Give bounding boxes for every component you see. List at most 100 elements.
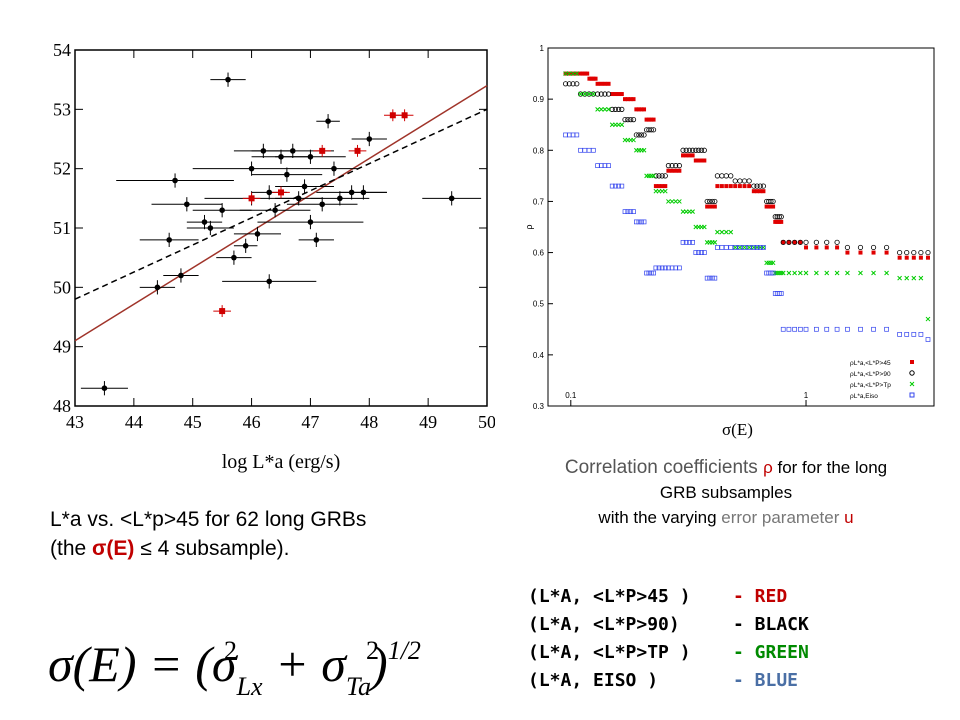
- x-tick-label: 48: [360, 412, 378, 432]
- data-point: [166, 237, 172, 243]
- data-point: [172, 177, 178, 184]
- data-point: [360, 189, 367, 196]
- data-point: [586, 91, 592, 97]
- data-point: [248, 195, 255, 202]
- x-tick-label: 50: [478, 412, 495, 432]
- data-point: [669, 199, 675, 204]
- data-point: [591, 76, 596, 81]
- y-tick-label: 0.7: [533, 197, 545, 206]
- data-point: [649, 117, 654, 122]
- right-caption-line3-pre: with the varying: [598, 508, 722, 527]
- data-point: [904, 332, 910, 337]
- data-point: [772, 214, 778, 220]
- data-point: [580, 71, 585, 76]
- data-point: [587, 76, 592, 81]
- data-point: [593, 76, 598, 81]
- data-point: [904, 249, 910, 256]
- data-point: [701, 147, 707, 153]
- data-point: [225, 76, 231, 83]
- y-tick-label: 0.5: [533, 300, 545, 309]
- data-point: [278, 189, 284, 196]
- data-point: [578, 71, 583, 76]
- data-point: [307, 219, 314, 225]
- series-color-legend: (L*A, <L*P>45 ) - RED (L*A, <L*P>90) - BLA…: [528, 583, 809, 695]
- data-point: [666, 199, 671, 204]
- data-point: [659, 173, 665, 179]
- data-point: [616, 183, 621, 189]
- data-point: [606, 163, 611, 168]
- left-caption-line1: L*a vs. <L*p>45 for 62 long GRBs: [50, 508, 367, 531]
- data-point: [755, 189, 760, 194]
- data-point: [612, 106, 619, 112]
- data-point: [354, 147, 361, 154]
- data-point: [641, 132, 647, 138]
- legend-row-label: (L*A, <L*P>90): [528, 614, 680, 635]
- data-point: [337, 195, 343, 202]
- legend-row-color: - GREEN: [733, 642, 809, 663]
- data-point: [651, 173, 656, 179]
- data-point: [709, 198, 715, 205]
- x-tick-label: 49: [419, 412, 437, 432]
- data-point: [681, 153, 686, 158]
- data-point: [563, 71, 568, 76]
- legend-row-color: - BLACK: [733, 614, 809, 635]
- data-point: [709, 275, 715, 281]
- data-point: [619, 92, 624, 97]
- data-point: [656, 265, 662, 271]
- data-point: [313, 237, 320, 243]
- data-point: [698, 147, 705, 153]
- legend-entry-label: ρL*a,<L*P>45: [850, 360, 891, 367]
- dashed-fit-line: [74, 108, 488, 300]
- data-point: [301, 183, 308, 190]
- data-point: [677, 265, 682, 271]
- data-point: [776, 214, 782, 220]
- data-point: [673, 199, 679, 204]
- data-point: [707, 275, 713, 281]
- legend-row: (L*A, <L*P>45 ) - RED: [528, 583, 809, 611]
- data-point: [774, 214, 780, 220]
- data-point: [824, 270, 830, 276]
- data-point: [266, 189, 273, 196]
- data-point: [651, 117, 656, 122]
- data-point: [757, 183, 763, 189]
- data-point: [911, 255, 916, 260]
- data-point: [639, 107, 644, 112]
- data-point: [680, 147, 686, 153]
- data-point: [590, 147, 596, 153]
- data-point: [690, 147, 696, 153]
- data-point: [628, 97, 633, 102]
- data-point: [746, 178, 752, 184]
- data-point: [714, 173, 720, 179]
- legend-row: (L*A, <L*P>90) - BLACK: [528, 611, 809, 639]
- data-point: [631, 97, 636, 102]
- data-point: [761, 245, 766, 250]
- data-point: [834, 326, 840, 332]
- data-point: [448, 195, 455, 202]
- data-point: [768, 198, 774, 205]
- formula-lhs: σ(E) = (σ: [48, 636, 239, 692]
- data-point: [702, 158, 707, 163]
- data-point: [630, 117, 637, 123]
- data-point: [570, 81, 576, 87]
- data-point: [636, 132, 642, 138]
- data-point: [746, 245, 752, 250]
- data-point: [814, 245, 819, 250]
- data-point: [686, 147, 693, 153]
- data-point: [625, 209, 631, 215]
- data-point: [925, 255, 930, 260]
- data-point: [786, 326, 792, 332]
- data-point: [651, 270, 656, 276]
- data-point: [918, 275, 924, 281]
- data-point: [746, 245, 752, 250]
- data-point: [761, 189, 766, 194]
- data-point: [712, 275, 718, 281]
- data-point: [663, 184, 668, 189]
- legend-row: (L*A, <L*P>TP ) - GREEN: [528, 639, 809, 667]
- data-point: [687, 239, 692, 245]
- data-point: [728, 184, 733, 189]
- data-point: [732, 245, 738, 250]
- data-point: [619, 122, 625, 128]
- data-point: [911, 249, 917, 256]
- data-point: [602, 107, 608, 112]
- legend-row: (L*A, EISO ) - BLUE: [528, 667, 809, 695]
